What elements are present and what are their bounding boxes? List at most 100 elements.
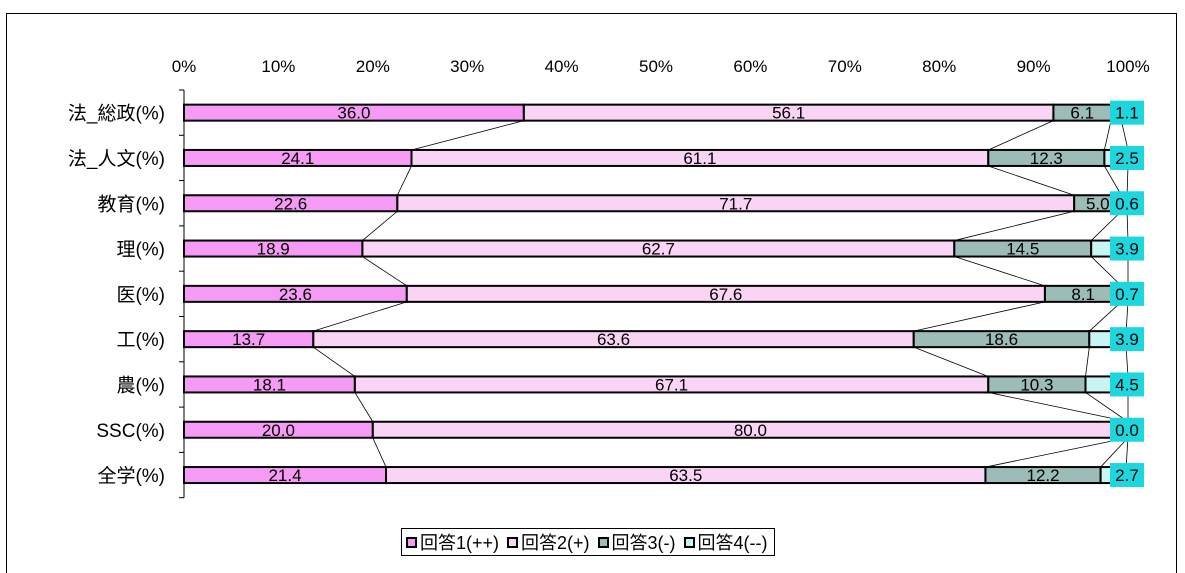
x-tick-label-6: 60% [733,57,767,76]
value-label: 13.7 [232,330,265,349]
legend-label-4: 回答4(--) [697,533,768,553]
value-label: 36.0 [337,104,370,123]
series-line [313,346,356,377]
series-line [1104,120,1112,151]
series-line [1126,165,1129,196]
legend-swatch-2 [507,536,519,548]
x-tick-label-4: 40% [545,57,579,76]
value-label: 2.7 [1115,466,1139,485]
value-label-box [1110,100,1144,125]
value-label: 56.1 [772,104,805,123]
value-label: 63.5 [669,466,702,485]
category-label: 全学(%) [97,465,165,487]
series-line [1125,347,1129,377]
x-tick-label-9: 90% [1017,57,1051,76]
series-line [988,392,1129,423]
legend-label-1: 回答1(++) [420,533,500,553]
x-tick-label-8: 80% [922,57,956,76]
value-label: 0.0 [1115,421,1139,440]
value-label: 3.9 [1115,240,1139,259]
value-label: 12.2 [1026,466,1059,485]
series-line [396,165,412,196]
series-line [313,301,407,332]
series-line [1121,120,1129,151]
series-line [954,256,1046,287]
value-label-box [1110,372,1144,397]
series-line [1126,211,1129,241]
value-labels: 36.0 56.1 6.1 1.1 24.1 61.1 12.3 2.5 22.6 71.7 5.0… [232,100,1144,488]
series-line [1090,210,1122,241]
legend-swatch-3 [597,536,609,548]
x-tick-label-7: 70% [828,57,862,76]
value-label: 0.7 [1115,285,1139,304]
series-line [954,210,1075,241]
series-line [1085,392,1129,423]
value-label: 0.6 [1115,194,1139,213]
value-label: 23.6 [279,285,312,304]
series-line [1085,347,1090,377]
value-label: 18.9 [257,240,290,259]
value-label: 21.4 [268,466,301,485]
series-line [362,256,408,287]
x-tick-label-10: 100% [1106,57,1149,76]
category-label: 法_人文(%) [68,148,165,170]
series-line [1125,437,1129,468]
value-label: 67.6 [709,285,742,304]
value-label: 22.6 [274,194,307,213]
value-label-box [1110,145,1144,170]
value-label-box [1110,327,1144,352]
series-line [913,301,1046,332]
series-line [411,120,524,151]
category-label: 理(%) [116,240,165,261]
category-label: 医(%) [116,285,165,306]
series-line [1090,256,1122,287]
series-line [1089,301,1122,332]
series-line [372,437,387,468]
value-label: 2.5 [1115,149,1139,168]
value-label: 4.5 [1115,375,1139,394]
value-label: 61.1 [683,149,716,168]
category-label: 法_総政(%) [68,103,165,125]
category-label: 工(%) [116,330,165,351]
series-line [1104,165,1122,196]
value-label: 10.3 [1020,375,1053,394]
series-line [988,120,1054,151]
bars [183,103,1130,485]
x-tick-label-3: 30% [450,57,484,76]
series-line [985,437,1129,468]
value-label: 18.6 [985,330,1018,349]
x-tick-label-0: 0% [172,57,197,76]
x-tick-label-5: 50% [639,57,673,76]
x-tick-label-2: 20% [356,57,390,76]
value-label: 1.1 [1115,104,1139,123]
value-label: 20.0 [262,421,295,440]
value-label: 67.1 [655,375,688,394]
value-label: 14.5 [1006,240,1039,259]
value-label: 8.1 [1071,285,1095,304]
value-label: 3.9 [1115,330,1139,349]
value-label-box [1110,191,1144,216]
series-line [362,210,398,241]
legend-item-2: 回答2(+) [507,529,590,555]
legend-item-1: 回答1(++) [406,529,499,555]
value-label: 80.0 [734,421,767,440]
value-label: 71.7 [719,194,752,213]
category-labels: 法_総政(%) 法_人文(%) 教育(%) 理(%) 医(%) 工(%) 農(%) SSC(%… [68,103,165,487]
x-axis-ticks: 0% 10% 20% 30% 40% 50% 60% 70% 80% 90% 100% [172,57,1150,76]
series-line [913,346,989,377]
legend-swatch-1 [406,536,417,548]
legend-swatch-4 [683,536,695,548]
value-label: 62.7 [642,240,675,259]
legend-label-3: 回答3(-) [611,533,676,553]
value-label: 5.0 [1086,194,1110,213]
legend-label-2: 回答2(+) [521,533,590,553]
value-label: 6.1 [1070,104,1094,123]
value-label: 63.6 [597,330,630,349]
legend-item-3: 回答3(-) [597,529,676,555]
value-label-box [1110,281,1144,306]
series-line [354,392,374,422]
value-label: 18.1 [253,375,286,394]
value-label-box [1110,417,1144,442]
legend: 回答1(++) 回答2(+) 回答3(-) 回答4(--) [401,528,775,556]
